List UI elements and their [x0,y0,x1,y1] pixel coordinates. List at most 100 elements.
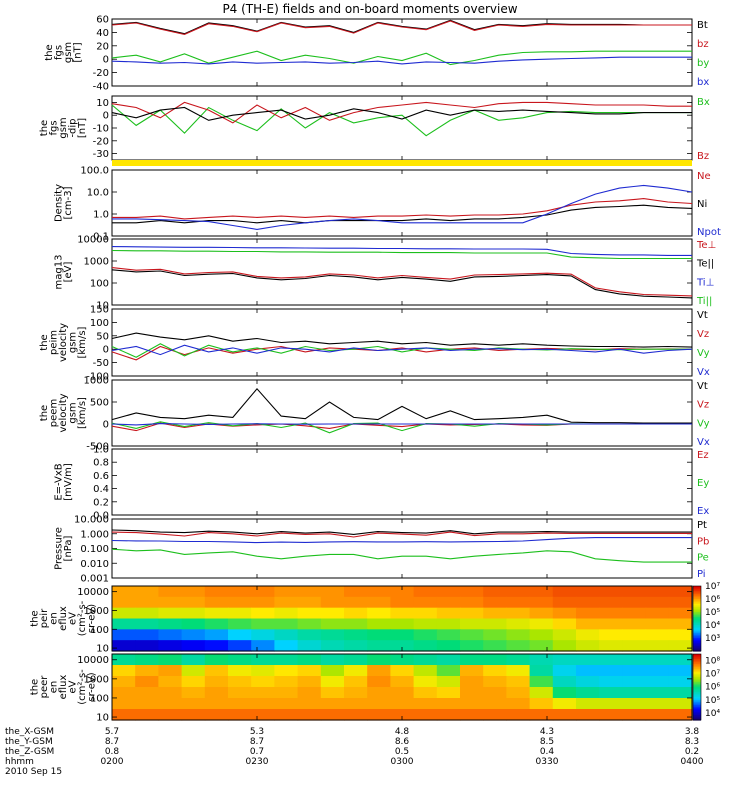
series-line-Pe [111,548,692,563]
heatmap-cell [158,709,183,721]
y-axis-label: the [44,44,55,60]
colorbar-cell [693,660,701,663]
heatmap-cell [135,676,159,688]
y-axis-label: the [39,405,50,421]
y-axis-label: Density [53,184,64,222]
series-line-Bt [111,106,692,121]
panel-density: 100.0 10.0 1.0 0.1 Density[cm-3] Ne Ni Npot [53,166,721,243]
colorbar-cell [693,715,701,718]
heatmap-cell [576,618,600,630]
heatmap-cell [506,665,531,677]
series-line-Te|| [111,269,693,299]
colorbar-frame [692,585,702,652]
y-tick-label: 1.000 [80,529,109,540]
panel-peir_spectrogram: 10⁷ 10⁶ 10⁵ 10⁴ 10³ 10000 1000 100 10 thepeirenef… [30,582,721,655]
colorbar-cell [693,690,701,693]
legend-entry: Ti|| [696,296,712,307]
y-tick-label: -500 [86,442,109,453]
heatmap-cell [367,676,391,688]
y-tick-label: 10000 [77,587,109,598]
heatmap-cell [367,709,391,721]
heatmap-cell [622,640,647,652]
heatmap-cell [390,640,415,652]
heatmap-cell [668,665,693,677]
y-axis-label: sr-eV) [87,672,98,701]
colorbar-cell [693,605,701,608]
colorbar-cell [693,687,701,690]
heatmap-cell [390,586,415,598]
heatmap-cell [622,586,647,598]
heatmap-cell [251,586,275,598]
colorbar-cell [693,625,701,628]
heatmap-cell [529,698,554,710]
heatmap-cell [413,654,438,666]
legend-entry: Npot [697,227,721,238]
legend-entry: Vt [697,381,708,392]
colorbar-cell [693,602,701,605]
colorbar-cell [693,633,701,636]
heatmap-cell [483,618,507,630]
heatmap-cell [135,665,159,677]
heatmap-cell [645,687,670,699]
heatmap-cell [251,618,275,630]
colorbar-cell [693,708,701,711]
heatmap-cell [390,698,415,710]
heatmap-cell [158,596,183,609]
heatmap-cell [158,618,183,630]
heatmap-cell [181,618,206,630]
heatmap-cell [599,618,623,630]
heatmap-cell [274,665,299,677]
heatmap-cell [529,596,554,609]
heatmap-cell [112,629,136,641]
colorbar-tick: 10³ [705,634,720,644]
heatmap-cell [274,618,299,630]
heatmap-cell [529,665,554,677]
heatmap-cell [599,709,623,721]
heatmap-cell [506,687,531,699]
heatmap-cell [344,618,368,630]
heatmap-cell [251,640,275,652]
colorbar-cell [693,711,701,714]
heatmap-cell [228,596,252,609]
heatmap-cell [668,709,693,721]
y-axis-label: E=-VxB [53,463,64,500]
colorbar-cell [693,668,701,672]
heatmap-cell [599,640,623,652]
y-axis-label: peer [39,675,50,699]
ephemeris-value: 0200 [101,757,124,767]
heatmap-cell [668,618,693,630]
heatmap-cell [483,586,507,598]
heatmap-cell [483,676,507,688]
heatmap-cell [228,709,252,721]
heatmap-cell [622,596,647,609]
y-tick-label: 0.2 [93,497,109,508]
heatmap-cell [112,586,136,598]
series-line-bz [111,20,692,35]
legend-entry: Te|| [696,259,714,270]
heatmap-cell [181,654,206,666]
heatmap-cell [297,586,322,598]
y-tick-label: 0 [103,55,109,66]
heatmap-cell [181,596,206,609]
heatmap-cell [599,665,623,677]
ephemeris-value: 0.8 [105,747,120,757]
colorbar-cell [693,688,701,691]
y-axis-label: [nT] [72,42,83,62]
colorbar-cell [693,592,701,595]
heatmap-cell [390,687,415,699]
heatmap-cell [204,596,229,609]
colorbar-cell [693,716,701,719]
y-tick-label: 1.0 [93,210,109,221]
heatmap-cell [158,586,183,598]
heatmap-cell [274,596,299,609]
heatmap-cell [181,665,206,677]
heatmap-cell [320,640,345,652]
heatmap-cell [204,665,229,677]
colorbar-cell [693,703,701,706]
heatmap-cell [320,596,345,609]
heatmap-cell [297,640,322,652]
y-axis-label: eV [68,612,79,625]
colorbar-cell [693,710,701,713]
heatmap-cell [228,698,252,710]
heatmap-cell [297,654,322,666]
